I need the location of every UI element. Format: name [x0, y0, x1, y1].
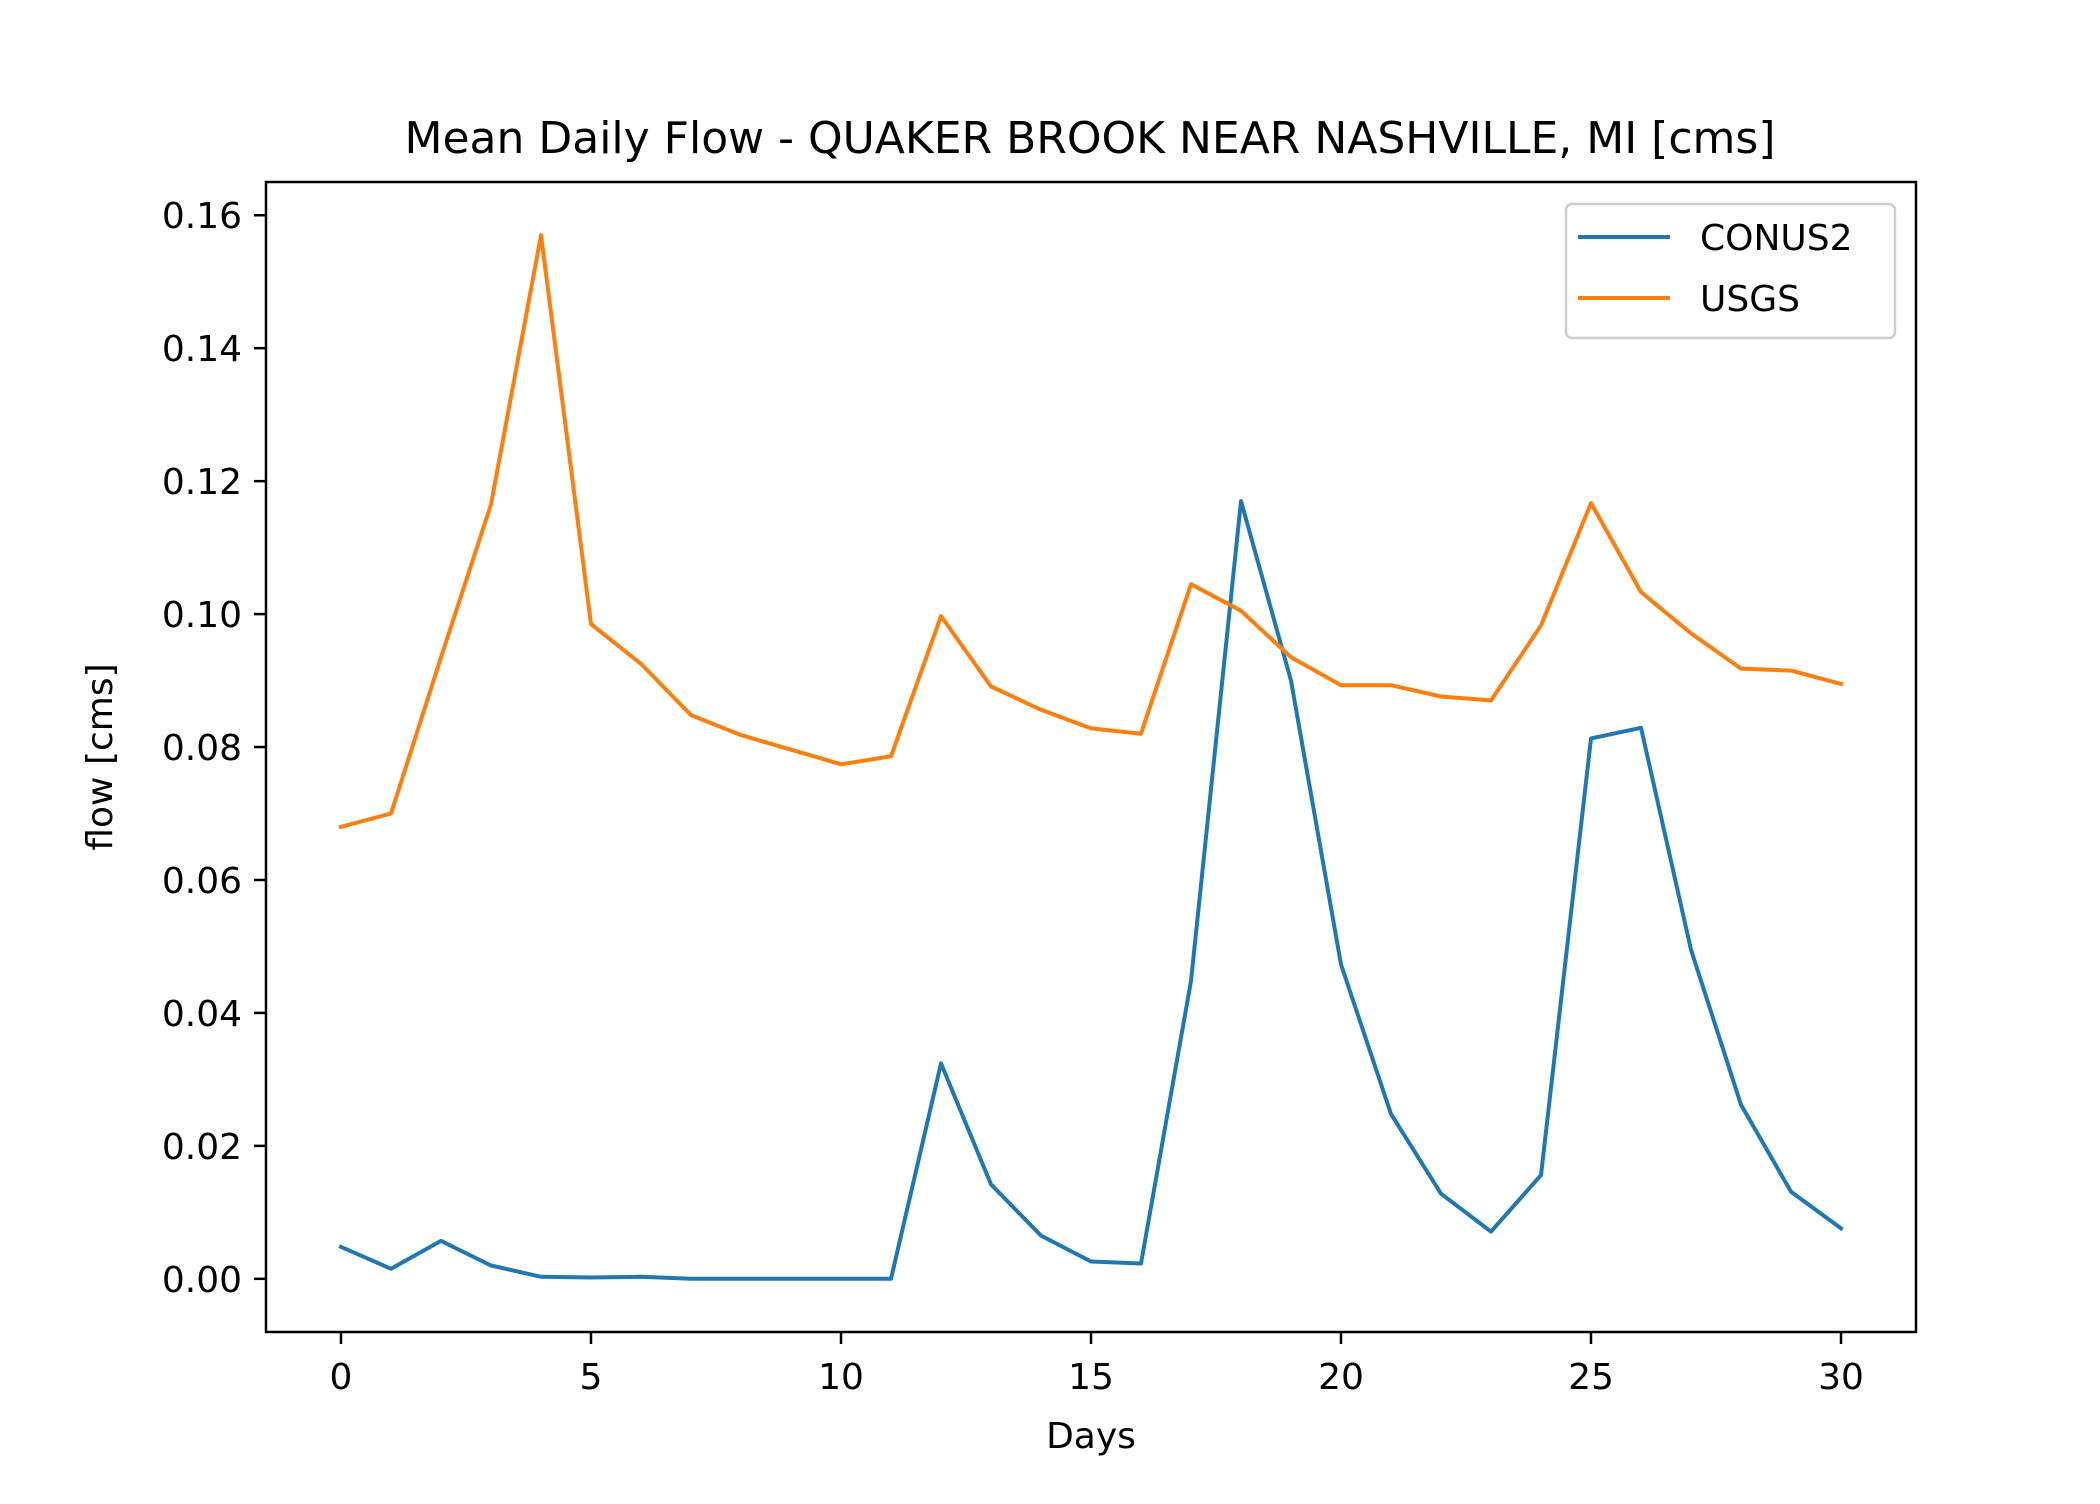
y-tick-label: 0.10	[162, 595, 242, 636]
legend-label-usgs: USGS	[1700, 279, 1800, 320]
chart-title: Mean Daily Flow - QUAKER BROOK NEAR NASH…	[404, 113, 1775, 164]
x-axis-label: Days	[1046, 1416, 1136, 1457]
x-tick-label: 20	[1318, 1357, 1364, 1398]
x-tick-label: 15	[1068, 1357, 1114, 1398]
legend: CONUS2 USGS	[1564, 202, 1897, 340]
y-axis-label: flow [cms]	[80, 663, 121, 850]
series-line-conus2	[338, 499, 1844, 1281]
axes-layer: 0 5 10 15 20 25 30 0.00 0.02 0.04 0.06 0.08 0.10 0.12…	[162, 196, 1864, 1398]
x-tick-label: 25	[1568, 1357, 1614, 1398]
y-tick-label: 0.00	[162, 1260, 242, 1301]
y-tick-label: 0.04	[162, 994, 242, 1035]
y-tick-label: 0.12	[162, 462, 242, 503]
y-tick-label: 0.14	[162, 329, 242, 370]
y-tick-label: 0.16	[162, 196, 242, 237]
x-tick-label: 5	[580, 1357, 603, 1398]
x-tick-label: 0	[330, 1357, 353, 1398]
x-tick-label: 30	[1818, 1357, 1864, 1398]
y-tick-label: 0.06	[162, 861, 242, 902]
series-line-usgs	[338, 233, 1844, 830]
plot-frame	[264, 180, 1918, 1334]
y-tick-label: 0.02	[162, 1127, 242, 1168]
y-tick-label: 0.08	[162, 728, 242, 769]
series-layer	[338, 233, 1844, 1281]
x-tick-label: 10	[818, 1357, 864, 1398]
legend-label-conus2: CONUS2	[1700, 218, 1853, 259]
